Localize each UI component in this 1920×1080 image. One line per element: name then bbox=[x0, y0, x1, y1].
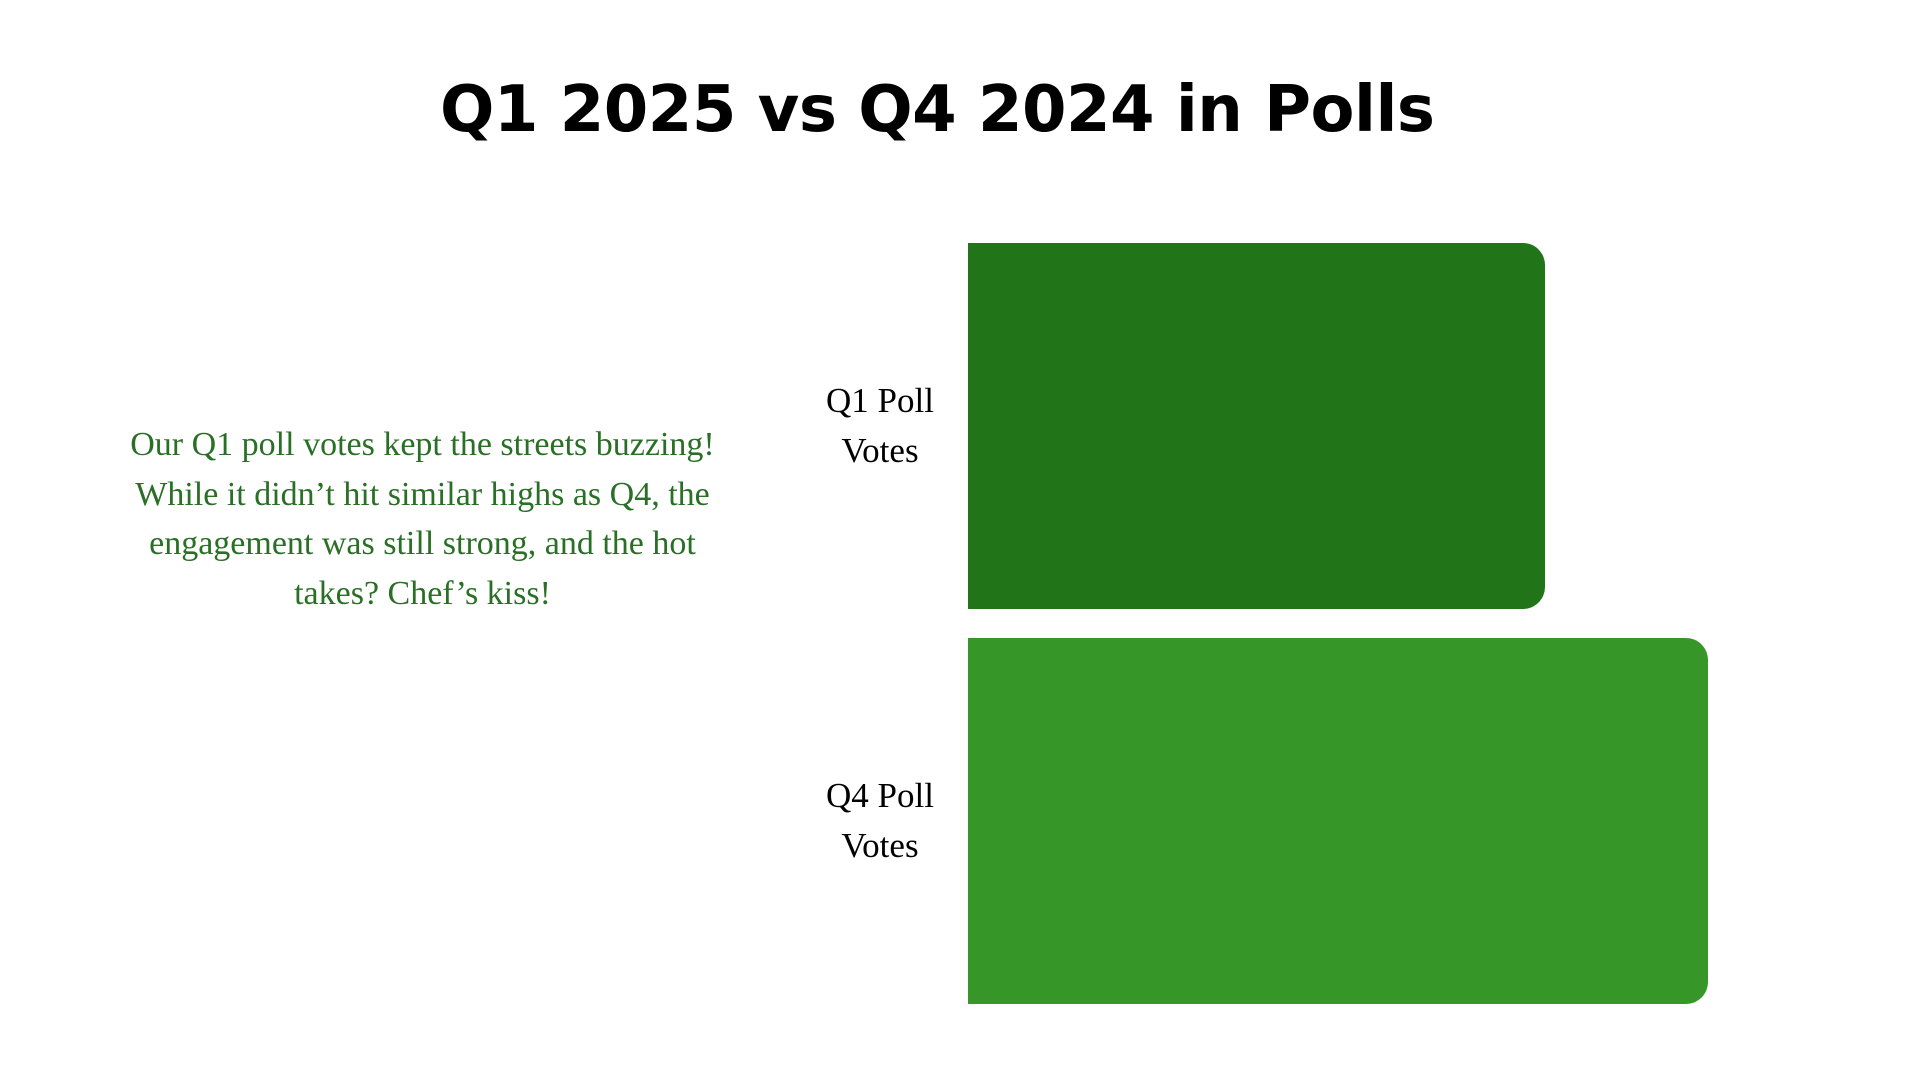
description-text: Our Q1 poll votes kept the streets buzzi… bbox=[130, 426, 715, 612]
category-label-q1: Q1 Poll Votes bbox=[826, 381, 934, 470]
page-title: Q1 2025 vs Q4 2024 in Polls bbox=[440, 73, 1435, 147]
bar-q1-poll-votes bbox=[968, 243, 1545, 609]
category-label-q4: Q4 Poll Votes bbox=[826, 776, 934, 865]
bar-q4-poll-votes bbox=[968, 638, 1708, 1004]
